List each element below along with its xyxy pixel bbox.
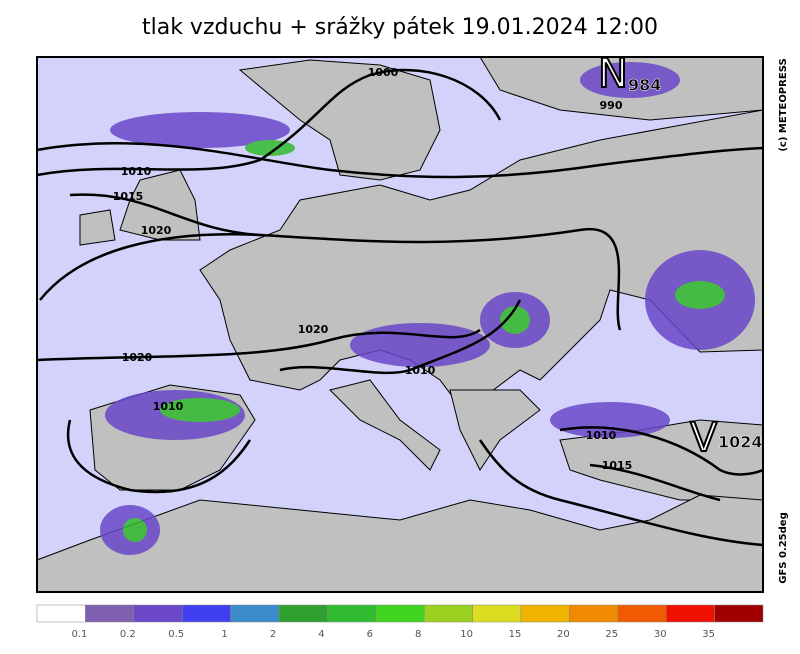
- legend-swatch: [665, 604, 715, 623]
- legend-swatch: [327, 604, 377, 623]
- legend-swatch: [569, 604, 619, 623]
- legend-swatch: [520, 604, 570, 623]
- legend-label: 25: [605, 629, 618, 640]
- legend-swatch: [85, 604, 135, 623]
- legend-label: 8: [415, 629, 421, 640]
- isobar-label: 1010: [121, 165, 152, 178]
- copyright: (c) METEOPRESS: [778, 58, 789, 151]
- map-frame: [36, 56, 764, 593]
- legend: 0.1 0.2 0.5 1 2 4 6 8 10 15 20 25 30 35: [36, 604, 764, 640]
- legend-label: 0.5: [168, 629, 184, 640]
- legend-label: 35: [702, 629, 715, 640]
- isobar-label-group: 1000 990 1010 1015 1020 1020 1020 1010 1010 1010 1…: [113, 50, 763, 472]
- isobar-label: 1000: [368, 66, 399, 79]
- land: [36, 56, 764, 593]
- legend-label: 2: [270, 629, 276, 640]
- legend-swatch: [133, 604, 183, 623]
- legend-swatch: [423, 604, 473, 623]
- legend-swatch: [181, 604, 231, 623]
- legend-swatch: [36, 604, 86, 623]
- title: tlak vzduchu + srážky pátek 19.01.2024 1…: [142, 15, 658, 40]
- precipitation: [100, 62, 755, 555]
- isobar-label: 1015: [113, 190, 144, 203]
- isobar-label: 1015: [602, 459, 633, 472]
- legend-swatch: [278, 604, 328, 623]
- model-label: GFS 0.25deg: [778, 512, 789, 584]
- isobar-label: 990: [600, 99, 623, 112]
- center-value: 984: [628, 76, 661, 95]
- legend-swatch: [472, 604, 522, 623]
- center-value: 1024: [718, 433, 763, 452]
- legend-label: 10: [460, 629, 473, 640]
- isobars: [36, 68, 764, 547]
- isobar-label: 1010: [586, 429, 617, 442]
- isobar-label: 1020: [298, 323, 329, 336]
- legend-label: 20: [557, 629, 570, 640]
- legend-swatch: [230, 604, 280, 623]
- map: 1000 990 1010 1015 1020 1020 1020 1010 1010 1010 1…: [36, 50, 764, 593]
- isobar-label: 1010: [153, 400, 184, 413]
- legend-swatch: [617, 604, 667, 623]
- center-letter: V: [690, 415, 718, 461]
- legend-label: 15: [509, 629, 522, 640]
- legend-label: 1: [221, 629, 227, 640]
- legend-label: 0.1: [71, 629, 87, 640]
- isobar-label: 1020: [122, 351, 153, 364]
- isobar-label: 1010: [405, 364, 436, 377]
- legend-swatch: [375, 604, 425, 623]
- legend-label: 0.2: [120, 629, 136, 640]
- isobar-label: 1020: [141, 224, 172, 237]
- legend-label: 30: [654, 629, 667, 640]
- legend-label: 4: [318, 629, 324, 640]
- legend-label: 6: [367, 629, 373, 640]
- legend-swatch: [714, 604, 764, 623]
